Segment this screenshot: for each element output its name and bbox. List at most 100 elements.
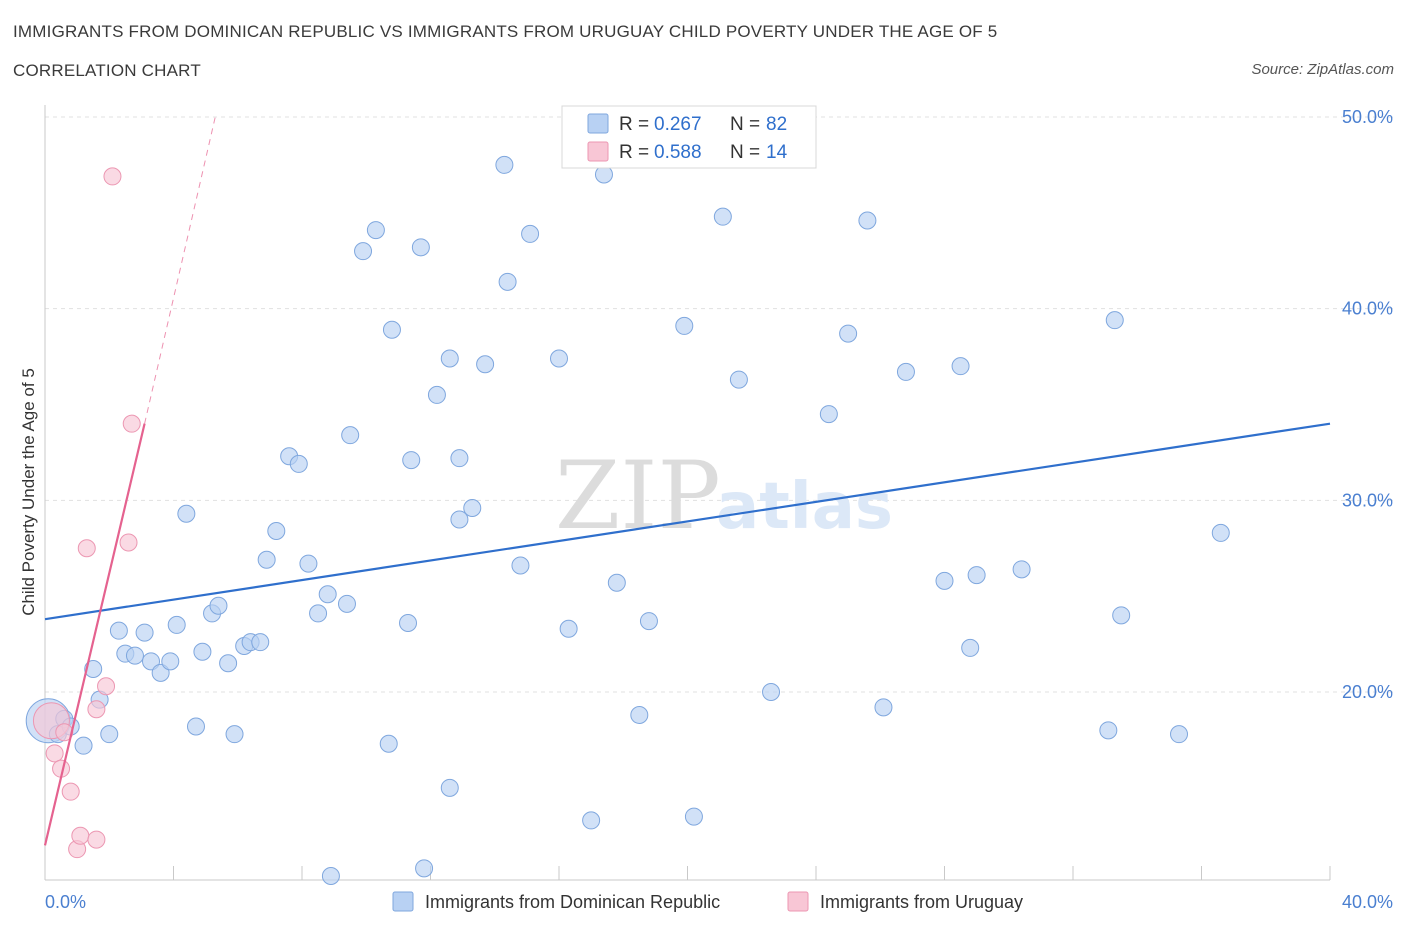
point-dominican-republic (1211, 523, 1230, 542)
point-uruguay (77, 539, 96, 558)
point-uruguay (97, 677, 116, 696)
point-dominican-republic (607, 573, 626, 592)
watermark-zip: ZIP (555, 442, 721, 551)
point-dominican-republic (951, 357, 970, 376)
stats-legend-swatch-blue (587, 113, 609, 134)
chart-title: IMMIGRANTS FROM DOMINICAN REPUBLIC VS IM… (13, 22, 998, 41)
point-dominican-republic (819, 405, 838, 424)
chart-subtitle: CORRELATION CHART (13, 61, 201, 80)
point-dominican-republic (594, 165, 613, 184)
point-dominican-republic (762, 683, 781, 701)
point-dominican-republic (193, 642, 212, 661)
point-uruguay (61, 782, 80, 801)
point-dominican-republic (382, 320, 401, 339)
point-dominican-republic (839, 324, 858, 343)
point-dominican-republic (630, 706, 649, 724)
bottom-legend: Immigrants from Dominican Republic Immig… (392, 891, 1023, 912)
y-tick-labels: 20.0% 30.0% 40.0% 50.0% (1342, 107, 1393, 702)
point-dominican-republic (225, 725, 244, 744)
trend-lines (43, 116, 1331, 846)
point-dominican-republic (337, 594, 356, 613)
gridlines (45, 116, 1393, 693)
point-dominican-republic (874, 698, 893, 717)
stats-r-value-1: 0.267 (654, 114, 702, 135)
point-dominican-republic (415, 859, 434, 878)
legend-label-dominican: Immigrants from Dominican Republic (425, 892, 720, 912)
y-tick-label: 30.0% (1342, 490, 1393, 510)
y-tick-label: 50.0% (1342, 107, 1393, 127)
point-dominican-republic (450, 449, 469, 468)
legend-swatch-dominican (392, 891, 414, 912)
point-dominican-republic (675, 316, 694, 335)
trend-line-uruguay-extension (144, 116, 216, 424)
x-tick-label-max: 40.0% (1342, 892, 1393, 912)
point-uruguay (45, 744, 64, 763)
point-dominican-republic (161, 652, 180, 671)
point-dominican-republic (684, 807, 703, 826)
point-dominican-republic (74, 736, 93, 755)
stats-legend-swatch-pink (587, 141, 609, 162)
point-dominican-republic (100, 725, 119, 744)
point-dominican-republic (399, 614, 418, 632)
stats-r-label-2: R = (619, 142, 649, 163)
point-dominican-republic (135, 623, 154, 642)
point-dominican-republic (511, 556, 530, 575)
point-dominican-republic (521, 224, 540, 243)
point-uruguay (103, 167, 122, 186)
point-dominican-republic (476, 355, 495, 374)
point-dominican-republic (309, 604, 328, 623)
point-dominican-republic (177, 504, 196, 523)
stats-r-label-1: R = (619, 114, 649, 135)
point-uruguay (122, 414, 141, 433)
point-dominican-republic (935, 571, 954, 590)
point-dominican-republic (411, 238, 430, 257)
point-dominican-republic (1099, 721, 1118, 740)
point-dominican-republic (440, 778, 459, 797)
point-dominican-republic (713, 207, 732, 226)
point-dominican-republic (209, 596, 228, 615)
x-ticks (173, 866, 1331, 880)
point-uruguay (87, 830, 106, 849)
stats-n-value-1: 82 (766, 114, 787, 135)
series-uruguay (32, 167, 141, 859)
point-uruguay (119, 533, 138, 552)
stats-legend: R = 0.267 N = 82 R = 0.588 N = 14 (561, 105, 817, 169)
watermark-atlas: atlas (716, 470, 893, 544)
point-dominican-republic (151, 663, 170, 682)
point-dominican-republic (299, 554, 318, 573)
point-dominican-republic (318, 585, 337, 604)
series-dominican-republic (25, 155, 1230, 885)
point-dominican-republic (495, 155, 514, 174)
trend-line-uruguay (43, 423, 146, 846)
watermark: ZIP atlas (555, 442, 893, 551)
stats-n-label-2: N = (730, 142, 760, 163)
point-dominican-republic (582, 811, 601, 830)
point-dominican-republic (257, 550, 276, 569)
point-dominican-republic (967, 566, 986, 585)
point-dominican-republic (125, 646, 144, 665)
point-dominican-republic (267, 522, 286, 540)
point-dominican-republic (142, 652, 161, 671)
point-dominican-republic (1105, 311, 1124, 330)
point-dominican-republic (427, 385, 446, 404)
source-label: Source: ZipAtlas.com (1251, 61, 1394, 78)
point-uruguay (71, 826, 90, 845)
point-dominican-republic (440, 349, 459, 368)
point-dominican-republic (186, 717, 205, 736)
point-dominican-republic (639, 612, 658, 631)
point-dominican-republic (84, 660, 103, 678)
point-dominican-republic (366, 221, 385, 240)
point-dominican-republic (354, 242, 373, 261)
point-dominican-republic (559, 619, 578, 638)
point-dominican-republic (1112, 606, 1131, 625)
point-dominican-republic (1170, 725, 1189, 744)
point-dominican-republic (251, 633, 270, 652)
x-tick-label-min: 0.0% (45, 892, 86, 912)
trend-line-dominican-republic (44, 422, 1331, 621)
point-dominican-republic (729, 370, 748, 389)
point-dominican-republic (858, 211, 877, 230)
y-axis-label: Child Poverty Under the Age of 5 (19, 368, 38, 616)
legend-swatch-uruguay (787, 891, 809, 912)
point-dominican-republic (550, 349, 568, 368)
